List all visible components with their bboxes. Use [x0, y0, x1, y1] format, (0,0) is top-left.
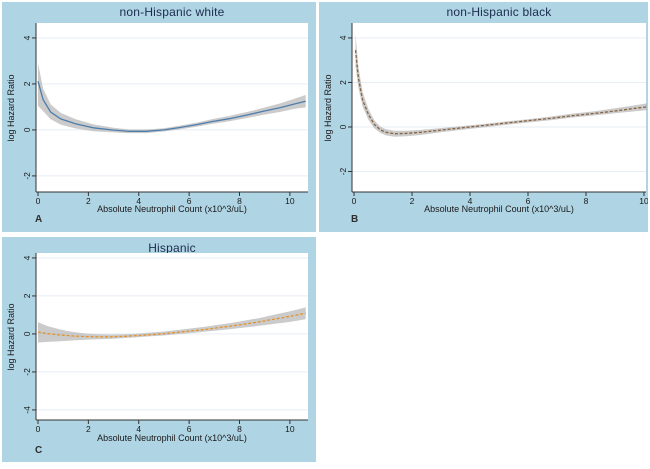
x-tick-label: 2 — [410, 196, 415, 206]
y-tick-label: 2 — [22, 81, 32, 86]
x-tick-label: 8 — [584, 196, 589, 206]
x-tick-label: 2 — [86, 196, 91, 206]
y-tick-label: -4 — [22, 406, 32, 414]
y-tick-label: 0 — [338, 124, 348, 129]
x-tick-label: 4 — [136, 424, 141, 434]
x-tick-label: 8 — [237, 424, 242, 434]
y-tick-label: 0 — [22, 127, 32, 132]
x-tick-label: 2 — [86, 424, 91, 434]
panel-title: non-Hispanic white — [119, 5, 225, 19]
hazard-ratio-line — [354, 50, 647, 135]
panel-letter: A — [35, 214, 43, 225]
x-tick-label: 0 — [36, 196, 41, 206]
x-tick-label: 10 — [285, 196, 295, 206]
y-tick-label: 4 — [22, 35, 32, 40]
x-tick-label: 0 — [36, 424, 41, 434]
y-axis-title: log Hazard Ratio — [6, 303, 16, 371]
y-tick-label: 2 — [22, 293, 32, 298]
confidence-band — [38, 307, 306, 343]
y-tick-label: 4 — [338, 35, 348, 40]
y-tick-label: -2 — [22, 368, 32, 376]
hazard-ratio-line — [37, 81, 306, 132]
y-axis-title: log Hazard Ratio — [6, 74, 16, 142]
panel-non-hispanic-black: non-Hispanic black 4 2 0 -2 0 2 4 6 8 10 log Haza… — [319, 2, 648, 232]
x-tick-label: 4 — [136, 196, 141, 206]
y-axis-title: log Hazard Ratio — [323, 74, 333, 142]
x-tick-label: 4 — [468, 196, 473, 206]
panel-letter: C — [35, 445, 43, 456]
x-tick-label: 0 — [352, 196, 357, 206]
chart-plot-area: 4 2 0 -2 -4 0 2 4 6 8 10 — [22, 253, 308, 434]
plot-background — [352, 23, 646, 192]
panel-hispanic: Hispanic 4 2 0 -2 -4 0 2 4 6 8 10 log Hazard Ratio… — [2, 237, 316, 462]
x-tick-label: 6 — [187, 196, 192, 206]
chart-plot-area: 4 2 0 -2 0 2 4 6 8 10 — [338, 23, 648, 206]
plot-background — [36, 23, 308, 192]
y-tick-label: 2 — [338, 80, 348, 85]
panel-title: Hispanic — [148, 241, 196, 255]
panel-non-hispanic-white: non-Hispanic white 4 2 0 -2 0 2 4 6 8 10 log Haza… — [2, 2, 316, 232]
y-tick-label: -2 — [338, 167, 348, 175]
x-axis-title: Absolute Neutrophil Count (x10^3/uL) — [97, 204, 247, 214]
x-axis-title: Absolute Neutrophil Count (x10^3/uL) — [97, 433, 247, 443]
x-axis-title: Absolute Neutrophil Count (x10^3/uL) — [424, 204, 574, 214]
chart-plot-area: 4 2 0 -2 0 2 4 6 8 10 — [22, 23, 308, 206]
y-tick-label: -2 — [22, 172, 32, 180]
x-tick-label: 6 — [187, 424, 192, 434]
y-tick-label: 4 — [22, 255, 32, 260]
y-tick-label: 0 — [22, 331, 32, 336]
panel-title: non-Hispanic black — [446, 5, 552, 19]
hazard-ratio-line — [37, 312, 306, 338]
x-tick-label: 6 — [526, 196, 531, 206]
panel-letter: B — [351, 214, 359, 225]
confidence-band — [38, 63, 306, 134]
x-tick-label: 10 — [285, 424, 295, 434]
x-tick-label: 10 — [639, 196, 648, 206]
x-tick-label: 8 — [237, 196, 242, 206]
